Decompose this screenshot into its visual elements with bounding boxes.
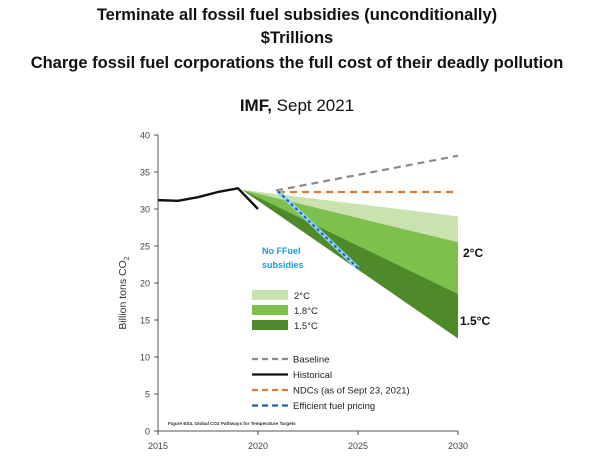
legend-line-label-2: Historical: [293, 370, 332, 381]
legend-band-label-2: 1.8°C: [294, 306, 318, 317]
title-line-1: Terminate all fossil fuel subsidies (unc…: [96, 6, 498, 24]
legend-band-swatch-1: [252, 290, 288, 300]
y-tick-label: 10: [140, 353, 150, 363]
figure-caption: Figure ES4. Global CO2 Pathways for Temp…: [168, 421, 296, 426]
x-tick-label: 2020: [248, 441, 268, 451]
legend-band-label-3: 1.5°C: [294, 321, 318, 332]
y-tick-label: 5: [145, 390, 150, 400]
y-axis-label: Billion tons CO2: [117, 256, 131, 329]
source-org: IMF,: [239, 96, 272, 115]
title-line-2: $Trillions: [260, 29, 334, 47]
annotation-1-5c: 1.5°C: [460, 314, 490, 328]
legend-line-label-3: NDCs (as of Sept 23, 2021): [293, 386, 410, 397]
legend-band-label-1: 2°C: [294, 291, 310, 302]
title-line-3: Charge fossil fuel corporations the full…: [30, 54, 564, 72]
y-tick-label: 30: [140, 205, 150, 215]
legend-line-label-4: Efficient fuel pricing: [293, 401, 375, 412]
y-tick-label: 25: [140, 242, 150, 252]
series-line-2: [157, 187, 259, 210]
source-label: IMF, Sept 2021: [0, 96, 594, 116]
x-tick-label: 2025: [348, 441, 368, 451]
series-line-4: [277, 190, 359, 269]
annotation-no-subsidies-1: No FFuel: [262, 246, 301, 256]
y-tick-label: 35: [140, 168, 150, 178]
y-tick-label: 20: [140, 279, 150, 289]
legend-line-label-1: Baseline: [293, 355, 329, 366]
band-3: [242, 189, 458, 339]
annotation-no-subsidies-2: subsidies: [262, 260, 304, 270]
annotation-2c: 2°C: [463, 246, 483, 260]
legend-band-swatch-3: [252, 320, 288, 330]
legend-band-swatch-2: [252, 305, 288, 315]
y-tick-label: 15: [140, 316, 150, 326]
source-date: Sept 2021: [271, 96, 355, 115]
x-tick-label: 2015: [148, 441, 168, 451]
y-tick-label: 0: [145, 427, 150, 437]
x-tick-label: 2030: [448, 441, 468, 451]
series-line-1: [275, 154, 459, 192]
y-tick-label: 40: [140, 131, 150, 141]
